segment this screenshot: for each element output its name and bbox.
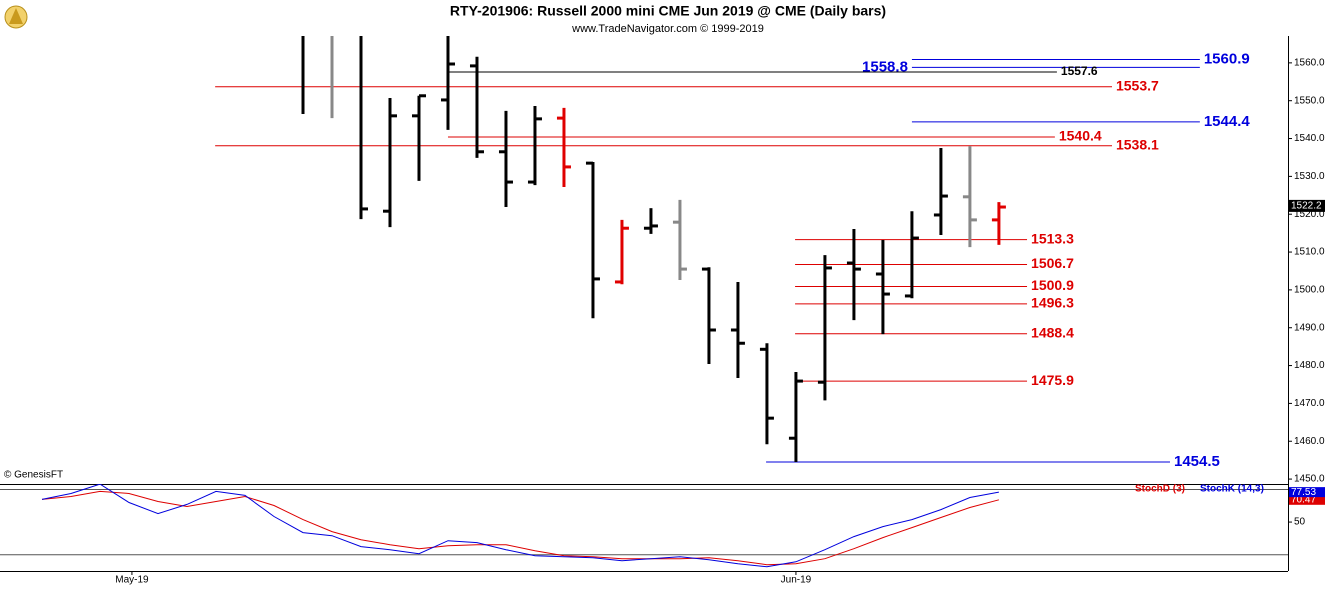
legend-entry: StochD (3) — [1135, 484, 1185, 495]
stoch-line — [41, 484, 999, 568]
level-label: 1544.4 — [1204, 113, 1251, 130]
y-tick-label: 1470.0 — [1294, 398, 1325, 409]
x-tick-label: Jun-19 — [781, 575, 812, 586]
y-tick-label: 1490.0 — [1294, 322, 1325, 333]
level-label: 1540.4 — [1059, 128, 1102, 144]
y-tick-label: 1560.0 — [1294, 58, 1325, 69]
y-tick-label: 1540.0 — [1294, 133, 1325, 144]
annotation: © GenesisFT — [4, 470, 63, 481]
level-label: 1538.1 — [1116, 136, 1159, 152]
level-label: 1513.3 — [1031, 230, 1074, 246]
last-price-label: 1522.2 — [1291, 201, 1322, 212]
level-label: 1475.9 — [1031, 372, 1074, 388]
overlay: 1450.0 1460.0 1470.0 1480.0 1490.0 1500.0 1510… — [115, 50, 1325, 585]
logo — [4, 5, 28, 29]
last-value-box — [1289, 487, 1325, 498]
stoch-panel — [0, 484, 1288, 568]
level-label: 1506.7 — [1031, 255, 1074, 271]
stoch-line — [41, 490, 1000, 566]
last-price-box — [1289, 199, 1325, 212]
y-tick-label: 1450.0 — [1294, 474, 1325, 485]
level-label: 1558.8 — [862, 58, 908, 75]
level-label: 1557.6 — [1061, 64, 1098, 78]
y-tick-label: 1520.0 — [1294, 209, 1325, 220]
last-value-label: 70.47 — [1291, 494, 1316, 505]
level-label: 1553.7 — [1116, 77, 1159, 93]
price-panel — [215, 36, 1200, 463]
level-label: 1488.4 — [1031, 324, 1074, 340]
y-tick-label: 1500.0 — [1294, 285, 1325, 296]
y-tick-label: 1480.0 — [1294, 360, 1325, 371]
level-label: 1500.9 — [1031, 277, 1074, 293]
y-tick-label: 50 — [1294, 517, 1306, 528]
y-tick-label: 1510.0 — [1294, 247, 1325, 258]
last-value-box — [1289, 494, 1325, 505]
y-tick-label: 1530.0 — [1294, 171, 1325, 182]
x-tick-label: May-19 — [115, 575, 149, 586]
chart-title: RTY-201906: Russell 2000 mini CME Jun 20… — [450, 3, 886, 19]
level-label: 1560.9 — [1204, 50, 1250, 67]
legend-entry: StochK (14,3) — [1200, 484, 1264, 495]
chart-subtitle: www.TradeNavigator.com © 1999-2019 — [571, 23, 764, 35]
level-label: 1454.5 — [1174, 453, 1220, 470]
last-value-label: 77.53 — [1291, 487, 1316, 498]
y-tick-label: 1550.0 — [1294, 95, 1325, 106]
y-tick-label: 1460.0 — [1294, 436, 1325, 447]
level-label: 1496.3 — [1031, 295, 1074, 311]
